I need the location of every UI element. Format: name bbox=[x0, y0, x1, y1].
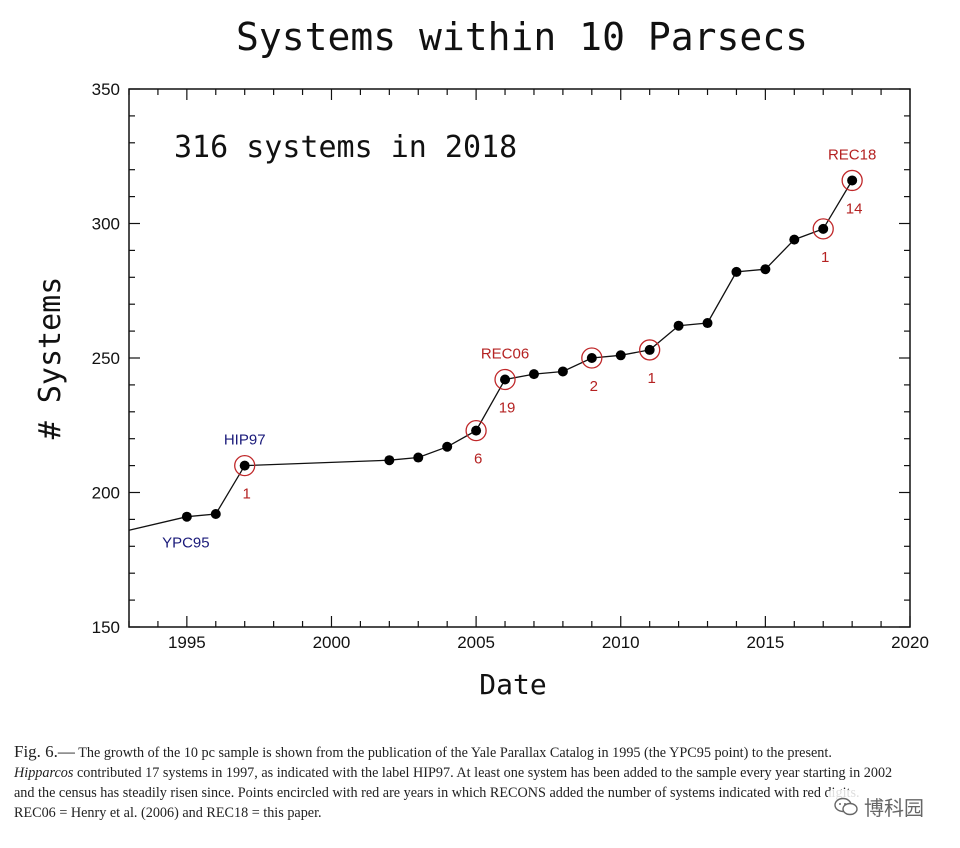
chart: Systems within 10 Parsecs 1995 2000 2005 20… bbox=[33, 15, 929, 701]
recons-circle bbox=[812, 218, 834, 240]
data-point bbox=[239, 460, 250, 471]
x-tick-label: 2010 bbox=[602, 633, 640, 652]
data-point bbox=[500, 374, 511, 385]
recons-count-label: 6 bbox=[474, 451, 482, 468]
recons-count-label: 19 bbox=[499, 400, 516, 417]
caption-text-2: contributed 17 systems in 1997, as indic… bbox=[14, 765, 893, 821]
recons-count-label: 1 bbox=[243, 486, 251, 503]
y-tick-label: 350 bbox=[92, 80, 120, 99]
data-point bbox=[586, 353, 597, 363]
data-point bbox=[760, 264, 771, 275]
recons-count-label: 1 bbox=[647, 370, 655, 387]
recons-count-label: 1 bbox=[821, 249, 829, 266]
data-point bbox=[181, 511, 192, 522]
y-tick-label: 150 bbox=[92, 618, 120, 637]
recons-count-label: 2 bbox=[590, 378, 598, 395]
data-point bbox=[615, 350, 626, 361]
point-labels: 1 6 19 2 1 1 14 YPC95 HIP97 REC06 REC18 bbox=[162, 146, 876, 551]
x-tick-label: 2015 bbox=[746, 633, 784, 652]
data-point bbox=[557, 366, 568, 377]
recons-circle bbox=[639, 339, 661, 361]
point-label-rec18: REC18 bbox=[828, 146, 876, 163]
recons-count-label: 14 bbox=[846, 200, 863, 217]
recons-circle bbox=[234, 454, 256, 477]
data-point bbox=[702, 318, 713, 329]
data-point bbox=[442, 441, 453, 452]
axis-ticks bbox=[128, 88, 911, 628]
y-axis-label: # Systems bbox=[33, 277, 68, 440]
data-point bbox=[528, 369, 539, 380]
y-tick-label: 300 bbox=[92, 215, 120, 234]
y-tick-labels: 150 200 250 300 350 bbox=[92, 80, 120, 637]
data-point bbox=[644, 344, 655, 355]
wechat-icon bbox=[834, 797, 858, 815]
watermark: 博科园 bbox=[828, 790, 930, 823]
y-tick-label: 200 bbox=[92, 484, 120, 503]
x-axis-label: Date bbox=[479, 668, 546, 701]
recons-circle bbox=[465, 419, 487, 442]
data-point bbox=[384, 455, 395, 466]
data-point bbox=[413, 452, 424, 463]
figure-caption: Fig. 6.— The growth of the 10 pc sample … bbox=[14, 742, 894, 823]
x-tick-labels: 1995 2000 2005 2010 2015 2020 bbox=[168, 633, 929, 652]
data-point bbox=[847, 175, 858, 186]
y-tick-label: 250 bbox=[92, 349, 120, 368]
caption-fig-label: Fig. 6.— bbox=[14, 742, 75, 761]
x-tick-label: 2020 bbox=[891, 633, 929, 652]
data-point bbox=[673, 320, 684, 331]
summary-annotation: 316 systems in 2018 bbox=[174, 130, 517, 165]
data-point bbox=[210, 509, 221, 520]
recons-circle bbox=[494, 368, 516, 391]
x-tick-label: 2000 bbox=[313, 633, 351, 652]
chart-title: Systems within 10 Parsecs bbox=[236, 15, 808, 59]
data-point bbox=[789, 234, 800, 245]
series-systems bbox=[128, 169, 863, 531]
caption-italic: Hipparcos bbox=[14, 765, 74, 781]
data-point bbox=[818, 223, 829, 234]
recons-circle bbox=[581, 347, 603, 369]
watermark-text: 博科园 bbox=[864, 796, 924, 820]
recons-circle bbox=[841, 169, 863, 192]
data-point bbox=[471, 425, 482, 436]
caption-text-1: The growth of the 10 pc sample is shown … bbox=[78, 745, 832, 761]
x-tick-label: 2005 bbox=[457, 633, 495, 652]
point-label-ypc95: YPC95 bbox=[162, 535, 210, 552]
point-label-hip97: HIP97 bbox=[224, 432, 266, 449]
point-label-rec06: REC06 bbox=[481, 346, 529, 363]
data-point bbox=[731, 266, 742, 277]
x-tick-label: 1995 bbox=[168, 633, 206, 652]
